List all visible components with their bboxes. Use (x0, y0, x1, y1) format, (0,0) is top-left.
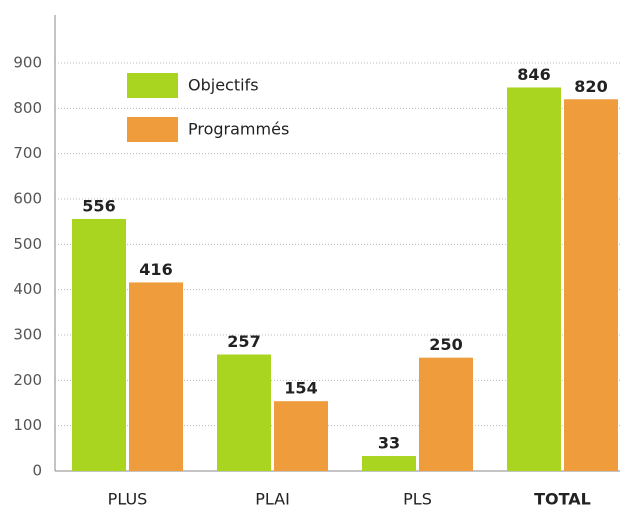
x-tick-label: PLAI (255, 490, 290, 509)
value-label: 820 (574, 77, 607, 96)
bar (507, 87, 561, 471)
bar (217, 354, 271, 471)
legend-label: Programmés (188, 120, 289, 139)
bar (564, 99, 618, 472)
y-tick-label: 500 (13, 235, 42, 253)
legend-label: Objectifs (188, 76, 259, 95)
bar (274, 401, 328, 471)
value-label: 257 (227, 332, 260, 351)
y-tick-label: 400 (13, 280, 42, 298)
bar (362, 456, 416, 471)
legend-swatch (127, 117, 178, 142)
y-tick-label: 700 (13, 144, 42, 162)
y-tick-label: 800 (13, 99, 42, 117)
bar (129, 282, 183, 471)
y-tick-label: 200 (13, 371, 42, 389)
y-tick-label: 600 (13, 190, 42, 208)
bar (72, 218, 126, 471)
value-label: 416 (139, 260, 172, 279)
bar (419, 357, 473, 471)
value-label: 33 (378, 434, 400, 453)
y-tick-label: 300 (13, 326, 42, 344)
value-label: 556 (82, 196, 115, 215)
legend-swatch (127, 73, 178, 98)
y-tick-label: 0 (32, 462, 42, 480)
y-tick-label: 900 (13, 54, 42, 72)
x-tick-label: PLUS (108, 490, 148, 509)
y-tick-label: 100 (13, 416, 42, 434)
x-tick-label: TOTAL (534, 490, 591, 509)
x-tick-label: PLS (403, 490, 432, 509)
value-label: 250 (429, 335, 462, 354)
value-label: 846 (517, 65, 550, 84)
value-label: 154 (284, 379, 317, 398)
